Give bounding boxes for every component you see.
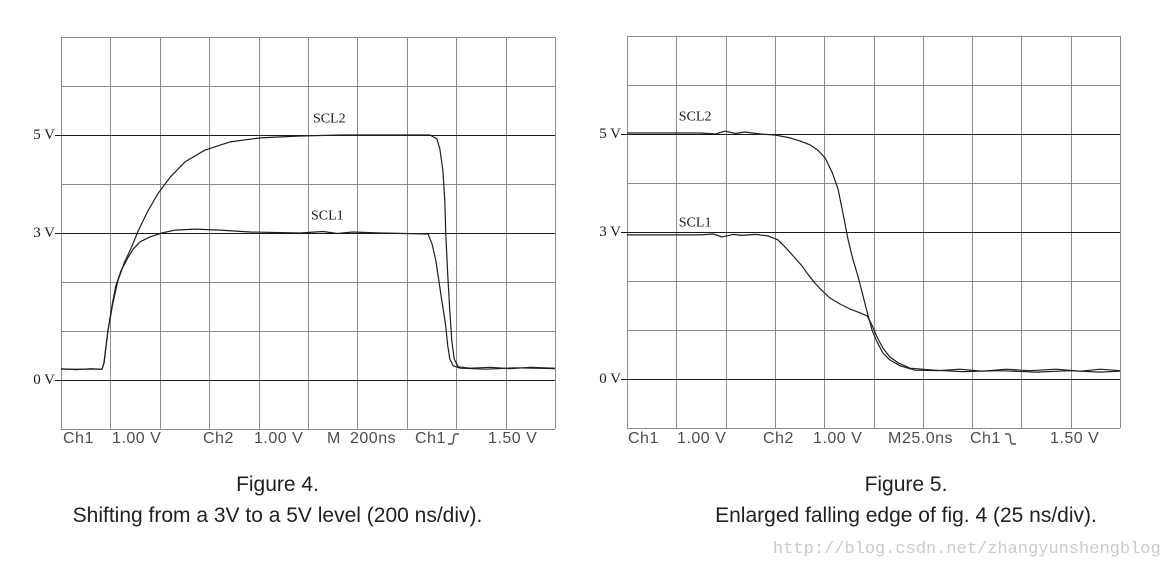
trigger-level: 1.50 V — [488, 430, 538, 447]
figure-4-block: 5 V 3 V 0 V SCL2 SCL1 Ch1 1.00 V Ch2 1.00 V … — [0, 0, 586, 567]
timebase-m-label: M — [888, 430, 902, 447]
figure-caption: Shifting from a 3V to a 5V level (200 ns… — [72, 504, 483, 527]
oscilloscope-plot-fig5: 5 V 3 V 0 V SCL2 SCL1 — [599, 35, 1122, 430]
trace-label-scl2: SCL2 — [678, 109, 712, 125]
trace-scl2 — [627, 130, 1121, 372]
trigger-level: 1.50 V — [1050, 430, 1100, 447]
ch2-scale: 1.00 V — [254, 430, 304, 447]
timebase-m-label: M — [327, 430, 341, 447]
oscilloscope-plot-fig4: 5 V 3 V 0 V SCL2 SCL1 — [33, 36, 557, 431]
y-axis-label-0v: 0 V — [33, 372, 55, 388]
timebase-value: 200ns — [350, 430, 397, 447]
trace-scl1 — [627, 233, 1121, 373]
trigger-channel: Ch1 — [970, 430, 1001, 447]
ch1-label: Ch1 — [63, 430, 94, 447]
rising-edge-icon — [447, 432, 460, 452]
trigger-channel: Ch1 — [415, 430, 446, 447]
watermark-text: http://blog.csdn.net/zhangyunshengblog — [773, 540, 1161, 559]
figure-title: Figure 5. — [864, 473, 948, 496]
y-axis-label-3v: 3 V — [33, 225, 55, 241]
ch1-label: Ch1 — [628, 430, 659, 447]
trace-label-scl1: SCL1 — [678, 215, 712, 231]
waveform-svg — [55, 36, 557, 431]
y-axis-label-0v: 0 V — [599, 371, 621, 387]
trace-scl1 — [60, 228, 556, 371]
figure-caption: Enlarged falling edge of fig. 4 (25 ns/d… — [715, 504, 1097, 527]
y-axis-label-5v: 5 V — [33, 127, 55, 143]
trace-label-scl2: SCL2 — [312, 111, 346, 127]
timebase-value: 25.0ns — [902, 430, 954, 447]
figure-title: Figure 4. — [236, 473, 319, 496]
ch2-label: Ch2 — [763, 430, 794, 447]
scope-status-bar: Ch1 1.00 V Ch2 1.00 V M 200ns Ch1 1.50 V — [0, 430, 586, 450]
y-axis-label-3v: 3 V — [599, 224, 621, 240]
waveform-svg — [621, 35, 1122, 430]
y-axis-label-5v: 5 V — [599, 126, 621, 142]
ch1-scale: 1.00 V — [112, 430, 162, 447]
falling-edge-icon — [1004, 432, 1017, 452]
figure-5-block: 5 V 3 V 0 V SCL2 SCL1 Ch1 1.00 V Ch2 1.00 V … — [586, 0, 1173, 567]
scope-status-bar: Ch1 1.00 V Ch2 1.00 V M 25.0ns Ch1 1.50 … — [586, 430, 1173, 450]
trace-label-scl1: SCL1 — [310, 208, 344, 224]
ch1-scale: 1.00 V — [677, 430, 727, 447]
ch2-scale: 1.00 V — [813, 430, 863, 447]
ch2-label: Ch2 — [203, 430, 234, 447]
